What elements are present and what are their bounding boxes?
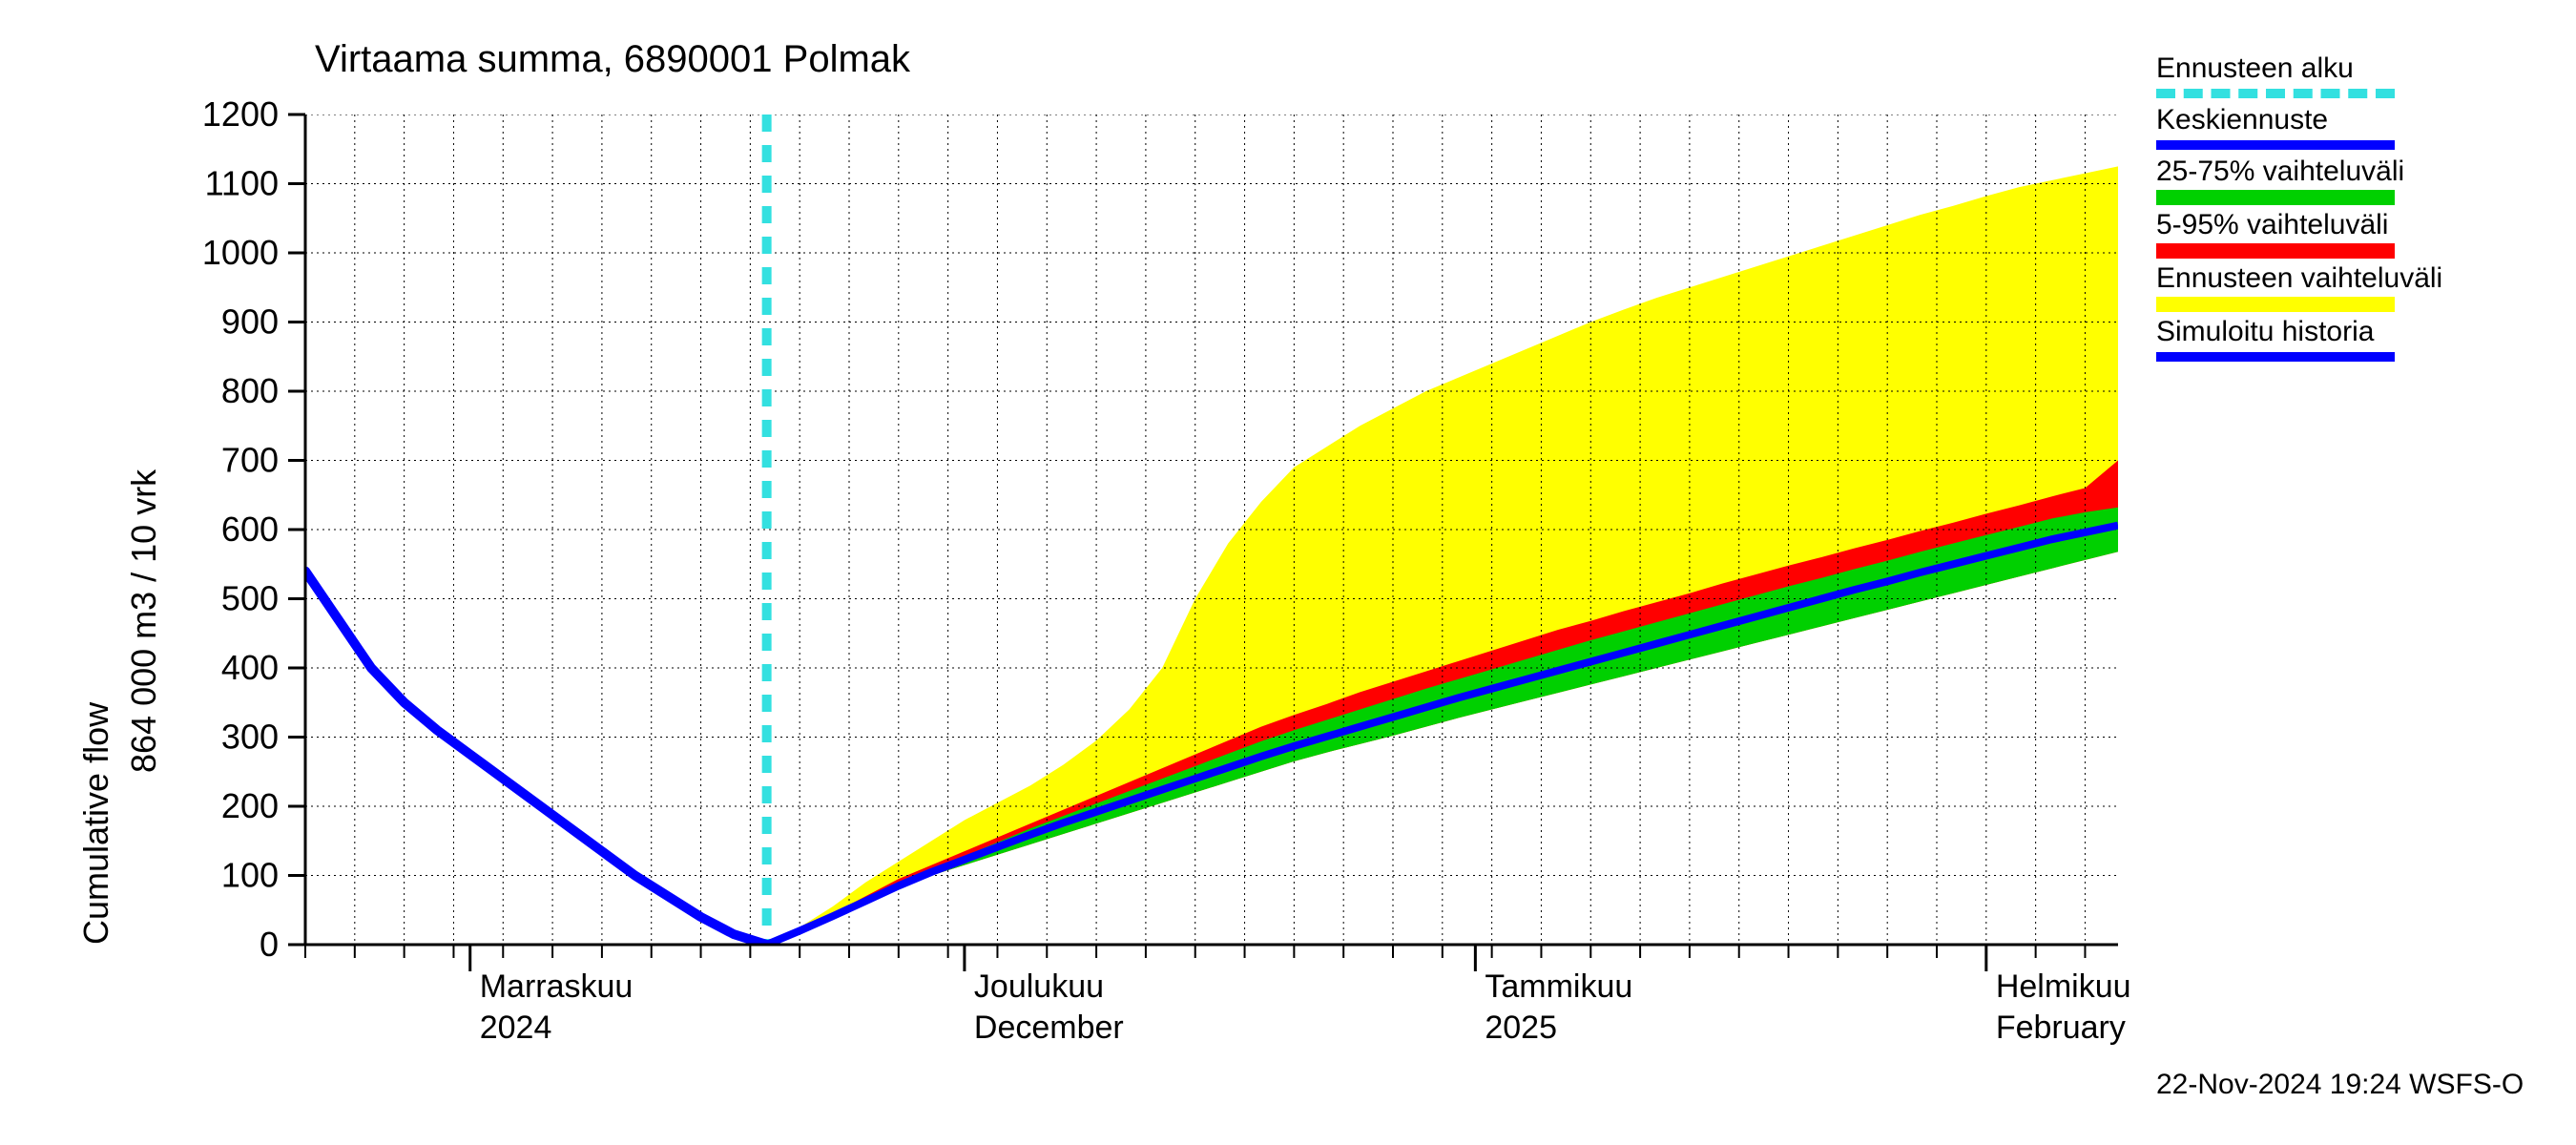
footer-timestamp: 22-Nov-2024 19:24 WSFS-O	[2156, 1069, 2524, 1101]
x-tick-label-bottom: February	[1996, 1010, 2126, 1046]
chart-container: Virtaama summa, 6890001 Polmak Cumulativ…	[0, 0, 2576, 1145]
legend-label: Ennusteen vaihteluväli	[2156, 262, 2442, 295]
x-tick-label-top: Marraskuu	[480, 968, 634, 1005]
legend-swatch	[2156, 243, 2395, 259]
x-tick-label-top: Helmikuu	[1996, 968, 2131, 1005]
legend-item: Simuloitu historia	[2156, 316, 2442, 362]
legend-swatch	[2156, 140, 2395, 150]
legend-label: 25-75% vaihteluväli	[2156, 156, 2442, 188]
y-tick-label: 100	[221, 856, 279, 895]
legend-item: 5-95% vaihteluväli	[2156, 209, 2442, 259]
legend-label: Simuloitu historia	[2156, 316, 2442, 348]
x-tick-label-top: Tammikuu	[1485, 968, 1632, 1005]
x-tick-label-bottom: 2025	[1485, 1010, 1557, 1046]
legend-swatch	[2156, 352, 2395, 362]
legend-label: Ennusteen alku	[2156, 52, 2442, 85]
legend-label: 5-95% vaihteluväli	[2156, 209, 2442, 241]
legend-swatch	[2156, 190, 2395, 205]
y-tick-label: 400	[221, 648, 279, 687]
y-tick-label: 0	[260, 925, 279, 964]
legend-item: 25-75% vaihteluväli	[2156, 156, 2442, 205]
y-tick-label: 1100	[205, 164, 279, 203]
legend-item: Ennusteen alku	[2156, 52, 2442, 98]
x-tick-label-top: Joulukuu	[974, 968, 1104, 1005]
y-tick-label: 600	[221, 510, 279, 549]
x-tick-label-bottom: 2024	[480, 1010, 552, 1046]
legend-item: Ennusteen vaihteluväli	[2156, 262, 2442, 312]
legend-label: Keskiennuste	[2156, 104, 2442, 136]
y-tick-label: 800	[221, 371, 279, 410]
y-tick-label: 300	[221, 718, 279, 757]
y-tick-label: 900	[221, 302, 279, 342]
y-tick-label: 1200	[202, 94, 279, 134]
y-tick-label: 200	[221, 786, 279, 825]
y-tick-label: 1000	[202, 233, 279, 272]
legend: Ennusteen alku Keskiennuste 25-75% vaihtel…	[2156, 52, 2442, 367]
legend-swatch	[2156, 297, 2395, 312]
y-tick-label: 500	[221, 579, 279, 618]
x-tick-label-bottom: December	[974, 1010, 1124, 1046]
y-tick-label: 700	[221, 441, 279, 480]
legend-item: Keskiennuste	[2156, 104, 2442, 150]
legend-swatch	[2156, 89, 2395, 98]
